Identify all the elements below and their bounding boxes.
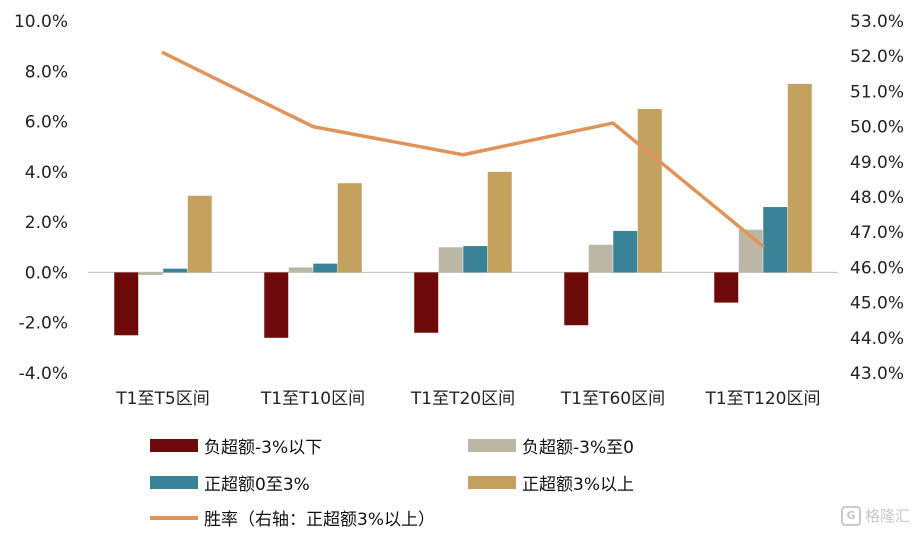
right-tick-label: 50.0% [850,118,904,138]
bar-series-2 [138,272,163,275]
bar-series-2 [438,247,463,273]
watermark-icon: G [840,505,861,526]
left-tick-label: 8.0% [25,62,68,82]
category-labels: T1至T5区间 T1至T10区间 T1至T20区间 T1至T60区间 T1至T120区间 [115,389,820,409]
win-rate-point [161,51,165,55]
bar-series-2 [288,267,313,273]
right-tick-label: 51.0% [850,82,904,102]
right-tick-label: 46.0% [850,258,904,278]
bar-series-1 [564,272,589,326]
watermark-text: 格隆汇 [864,507,910,525]
bar-series-1 [714,272,739,303]
left-tick-label: 2.0% [25,213,68,233]
right-tick-label: 47.0% [850,223,904,243]
bar-series-3 [613,230,638,273]
bar-series-1 [414,272,439,333]
win-rate-line [162,51,765,248]
bar-series-1 [264,272,289,338]
watermark-logo: G 格隆汇 [840,505,910,526]
win-rate-point [761,244,765,248]
left-tick-label: 6.0% [25,113,68,133]
bar-series-4 [187,195,212,273]
category-label: T1至T60区间 [560,389,665,409]
right-tick-label: 49.0% [850,153,904,173]
bar-series-4 [787,83,812,273]
right-tick-label: 52.0% [850,47,904,67]
win-rate-line-group [161,51,765,248]
bar-series-3 [163,268,188,273]
bar-series-1 [114,272,139,336]
bar-series-3 [463,246,488,273]
bars-group [114,83,812,338]
category-label: T1至T5区间 [115,389,209,409]
win-rate-point [311,125,315,129]
bar-series-4 [487,171,512,273]
win-rate-point [461,153,465,157]
right-y-axis: 53.0% 52.0% 51.0% 50.0% 49.0% 48.0% 47.0% 46.0%… [850,12,904,384]
bar-series-4 [637,109,662,273]
bar-series-3 [313,263,338,273]
right-tick-label: 48.0% [850,188,904,208]
bar-series-3 [763,207,788,273]
win-rate-point [611,121,615,125]
bar-series-2 [588,244,613,273]
category-label: T1至T20区间 [410,389,515,409]
left-tick-label: -4.0% [19,364,68,384]
right-tick-label: 43.0% [850,364,904,384]
category-label: T1至T10区间 [260,389,365,409]
left-y-axis: 10.0% 8.0% 6.0% 4.0% 2.0% 0.0% -2.0% -4.0% [14,12,68,384]
right-tick-label: 53.0% [850,12,904,32]
left-tick-label: 4.0% [25,163,68,183]
bar-series-4 [337,183,362,273]
left-tick-label: 10.0% [14,12,68,32]
right-tick-label: 45.0% [850,294,904,314]
left-tick-label: -2.0% [19,314,68,334]
right-tick-label: 44.0% [850,329,904,349]
category-label: T1至T120区间 [704,389,820,409]
left-tick-label: 0.0% [25,263,68,283]
